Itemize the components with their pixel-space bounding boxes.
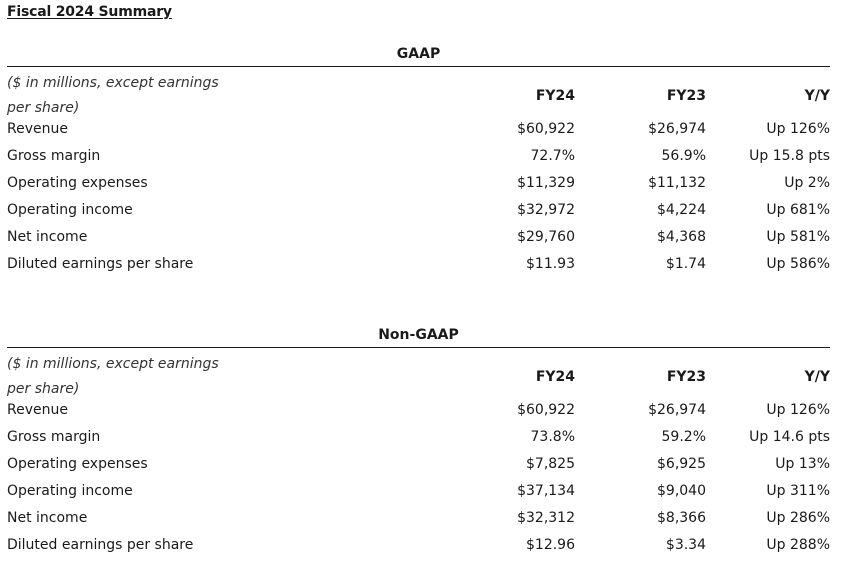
table-row: Net income $32,312 $8,366 Up 286%: [7, 505, 830, 532]
cell-fy24: $32,312: [517, 510, 575, 526]
column-header-fy23: FY23: [666, 369, 706, 385]
cell-yy: Up 288%: [766, 537, 830, 553]
cell-fy24: $12.96: [526, 537, 575, 553]
cell-fy23: $9,040: [657, 483, 706, 499]
row-label: Operating income: [7, 483, 133, 499]
cell-yy: Up 311%: [766, 483, 830, 499]
row-label: Gross margin: [7, 148, 101, 164]
row-label: Revenue: [7, 402, 68, 418]
column-header-yy: Y/Y: [804, 88, 830, 104]
cell-fy24: 73.8%: [530, 429, 575, 445]
cell-fy23: $4,224: [657, 202, 706, 218]
row-label: Operating income: [7, 202, 133, 218]
cell-yy: Up 13%: [775, 456, 830, 472]
section-divider: [7, 347, 830, 348]
gaap-rows: Revenue $60,922 $26,974 Up 126% Gross margin…: [7, 116, 830, 278]
section-divider: [7, 66, 830, 67]
unit-note: ($ in millions, except earnings per shar…: [7, 356, 219, 397]
column-header-fy24: FY24: [535, 88, 575, 104]
table-row: Operating expenses $11,329 $11,132 Up 2%: [7, 170, 830, 197]
cell-fy24: $37,134: [517, 483, 575, 499]
cell-fy23: $11,132: [648, 175, 706, 191]
row-label: Net income: [7, 510, 88, 526]
cell-yy: Up 681%: [766, 202, 830, 218]
column-header-fy24: FY24: [535, 369, 575, 385]
table-row: Net income $29,760 $4,368 Up 581%: [7, 224, 830, 251]
cell-yy: Up 581%: [766, 229, 830, 245]
cell-fy24: $11.93: [526, 256, 575, 272]
cell-fy23: 56.9%: [661, 148, 706, 164]
row-label: Diluted earnings per share: [7, 256, 194, 272]
row-label: Gross margin: [7, 429, 101, 445]
gaap-section: GAAP ($ in millions, except earnings per…: [7, 42, 830, 278]
cell-yy: Up 586%: [766, 256, 830, 272]
non-gaap-rows: Revenue $60,922 $26,974 Up 126% Gross margin…: [7, 397, 830, 559]
cell-fy24: $60,922: [517, 121, 575, 137]
unit-note: ($ in millions, except earnings per shar…: [7, 75, 219, 116]
row-label: Diluted earnings per share: [7, 537, 194, 553]
column-header-yy: Y/Y: [804, 369, 830, 385]
table-row: Diluted earnings per share $11.93 $1.74 Up …: [7, 251, 830, 278]
row-label: Operating expenses: [7, 456, 148, 472]
cell-yy: Up 126%: [766, 402, 830, 418]
section-heading-label: GAAP: [396, 46, 441, 62]
table-row: Revenue $60,922 $26,974 Up 126%: [7, 397, 830, 424]
cell-yy: Up 14.6 pts: [749, 429, 830, 445]
table-header: ($ in millions, except earnings per shar…: [7, 67, 830, 116]
cell-yy: Up 15.8 pts: [749, 148, 830, 164]
cell-fy24: $7,825: [526, 456, 575, 472]
section-heading-non-gaap: Non-GAAP: [7, 323, 830, 347]
cell-fy24: $29,760: [517, 229, 575, 245]
table-header: ($ in millions, except earnings per shar…: [7, 348, 830, 397]
cell-fy24: $11,329: [517, 175, 575, 191]
table-row: Gross margin 72.7% 56.9% Up 15.8 pts: [7, 143, 830, 170]
non-gaap-section: Non-GAAP ($ in millions, except earnings…: [7, 323, 830, 559]
cell-fy23: $6,925: [657, 456, 706, 472]
row-label: Revenue: [7, 121, 68, 137]
section-heading-label: Non-GAAP: [378, 327, 459, 343]
cell-fy23: $1.74: [665, 256, 706, 272]
cell-fy24: $32,972: [517, 202, 575, 218]
row-label: Net income: [7, 229, 88, 245]
table-row: Diluted earnings per share $12.96 $3.34 Up …: [7, 532, 830, 559]
cell-fy24: $60,922: [517, 402, 575, 418]
cell-fy24: 72.7%: [530, 148, 575, 164]
table-row: Operating expenses $7,825 $6,925 Up 13%: [7, 451, 830, 478]
cell-yy: Up 286%: [766, 510, 830, 526]
section-heading-gaap: GAAP: [7, 42, 830, 66]
cell-fy23: $4,368: [657, 229, 706, 245]
column-header-fy23: FY23: [666, 88, 706, 104]
cell-yy: Up 2%: [784, 175, 830, 191]
row-label: Operating expenses: [7, 175, 148, 191]
table-row: Revenue $60,922 $26,974 Up 126%: [7, 116, 830, 143]
table-row: Operating income $37,134 $9,040 Up 311%: [7, 478, 830, 505]
cell-fy23: $26,974: [648, 121, 706, 137]
cell-yy: Up 126%: [766, 121, 830, 137]
cell-fy23: $8,366: [657, 510, 706, 526]
page-title: Fiscal 2024 Summary: [7, 4, 172, 20]
table-row: Gross margin 73.8% 59.2% Up 14.6 pts: [7, 424, 830, 451]
cell-fy23: $26,974: [648, 402, 706, 418]
cell-fy23: $3.34: [665, 537, 706, 553]
table-row: Operating income $32,972 $4,224 Up 681%: [7, 197, 830, 224]
cell-fy23: 59.2%: [661, 429, 706, 445]
